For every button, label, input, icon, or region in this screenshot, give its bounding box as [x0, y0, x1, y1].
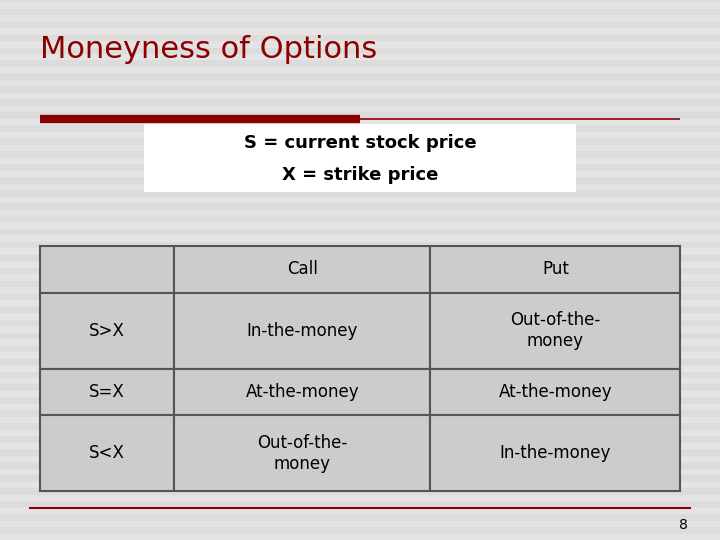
Bar — [0, 132, 720, 138]
Bar — [0, 300, 720, 307]
Bar — [0, 54, 720, 60]
Text: Moneyness of Options: Moneyness of Options — [40, 35, 377, 64]
Bar — [0, 93, 720, 99]
Bar — [0, 261, 720, 268]
Bar — [0, 378, 720, 384]
Bar — [0, 456, 720, 462]
Bar — [174, 415, 431, 491]
Bar — [0, 248, 720, 255]
Bar — [144, 124, 576, 192]
Bar — [174, 368, 431, 415]
Bar — [0, 2, 720, 9]
Bar — [0, 67, 720, 73]
Bar — [0, 210, 720, 216]
Bar — [0, 508, 720, 514]
Text: Out-of-the-
money: Out-of-the- money — [257, 434, 348, 473]
Bar — [0, 313, 720, 320]
Bar — [0, 391, 720, 397]
Bar — [0, 235, 720, 242]
Bar — [0, 287, 720, 294]
Bar — [0, 443, 720, 449]
Bar — [40, 293, 174, 368]
Bar — [0, 222, 720, 229]
Bar — [0, 352, 720, 359]
Text: In-the-money: In-the-money — [247, 321, 358, 340]
Bar — [0, 482, 720, 488]
Text: X = strike price: X = strike price — [282, 166, 438, 185]
Bar — [40, 368, 174, 415]
Bar — [0, 469, 720, 475]
Bar — [0, 521, 720, 527]
Bar — [0, 158, 720, 164]
Text: At-the-money: At-the-money — [499, 383, 612, 401]
Bar — [0, 171, 720, 177]
Text: S>X: S>X — [89, 321, 125, 340]
Bar — [0, 326, 720, 333]
Text: Out-of-the-
money: Out-of-the- money — [510, 311, 600, 350]
Text: S = current stock price: S = current stock price — [243, 134, 477, 152]
Bar — [0, 28, 720, 35]
Bar — [0, 184, 720, 190]
Text: In-the-money: In-the-money — [500, 444, 611, 462]
Text: Call: Call — [287, 260, 318, 278]
Bar — [0, 145, 720, 151]
Bar — [0, 119, 720, 125]
Bar — [431, 368, 680, 415]
Bar — [0, 534, 720, 540]
Bar — [0, 404, 720, 410]
Bar — [431, 246, 680, 293]
Text: Put: Put — [542, 260, 569, 278]
Bar — [0, 80, 720, 86]
Bar — [174, 293, 431, 368]
Bar — [0, 430, 720, 436]
Bar — [40, 415, 174, 491]
Text: S<X: S<X — [89, 444, 125, 462]
Text: 8: 8 — [679, 518, 688, 532]
Bar — [0, 197, 720, 203]
Bar — [0, 41, 720, 48]
Bar — [40, 246, 174, 293]
Bar — [174, 246, 431, 293]
Bar — [0, 417, 720, 423]
Bar — [0, 106, 720, 112]
Bar — [0, 365, 720, 372]
Bar — [0, 15, 720, 22]
Bar — [431, 293, 680, 368]
Text: At-the-money: At-the-money — [246, 383, 359, 401]
Bar — [431, 415, 680, 491]
Bar — [0, 339, 720, 346]
Text: S=X: S=X — [89, 383, 125, 401]
Bar — [0, 495, 720, 501]
Bar — [0, 274, 720, 281]
